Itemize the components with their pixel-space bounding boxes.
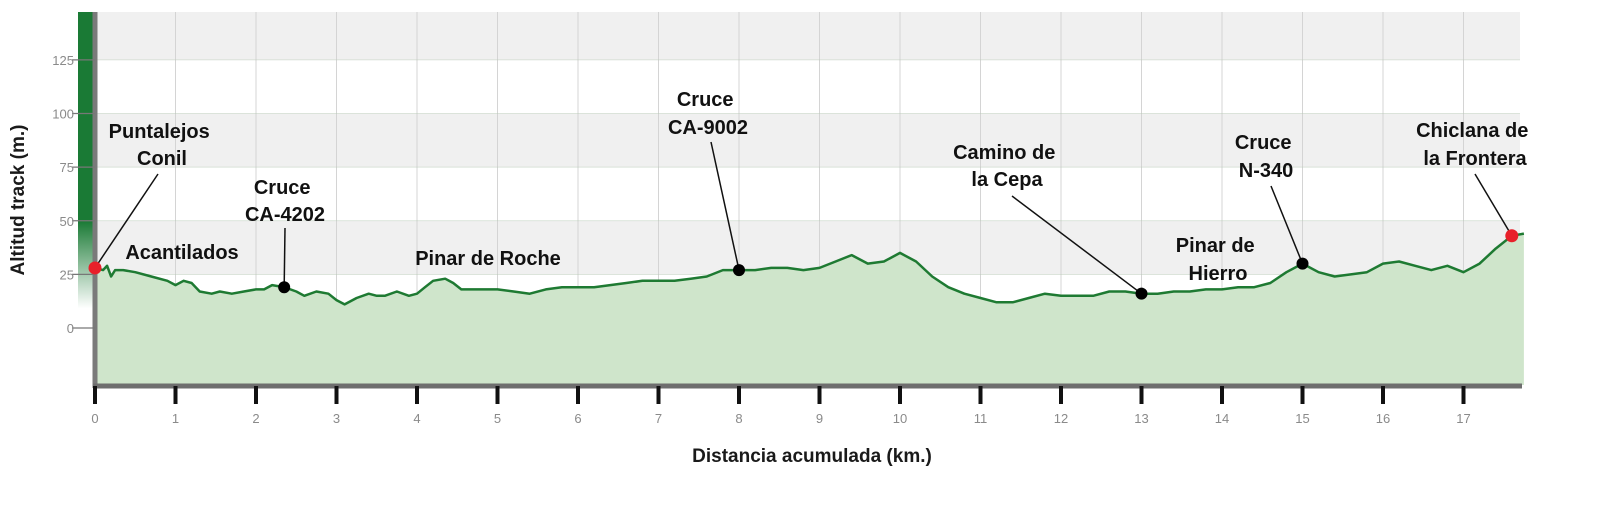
label-camino-de-la-cepa: Camino de la Cepa [953,142,1061,191]
x-tick-label: 12 [1054,411,1068,426]
altitude-scale-bar [78,12,95,392]
waypoint-marker [733,264,745,277]
axes [92,12,1522,389]
background-bands [95,12,1520,275]
annotation-leader-line [1011,195,1142,295]
x-tick-label: 6 [574,411,581,426]
waypoint-marker [1135,287,1148,300]
x-tick-label: 9 [816,411,823,426]
label-pinar-de-hierro: Pinar de Hierro [1176,235,1260,285]
y-axis-ticks: 0 25 50 75 100 125 [52,53,95,336]
x-tick-label: 3 [333,411,340,426]
label-chiclana-de-la-frontera: Chiclana de la Frontera [1416,120,1534,170]
y-tick-label: 75 [60,160,74,175]
x-tick-label: 5 [494,411,501,426]
x-tick-label: 0 [91,411,98,426]
label-pinar-de-roche: Pinar de Roche [415,248,561,270]
waypoint-markers [88,229,1519,300]
x-tick-label: 2 [252,411,259,426]
waypoint-marker [278,281,291,294]
annotation-leader-line [94,173,159,269]
grid-band [95,220,1520,275]
annotation-leader-line [1270,185,1304,264]
x-tick-label: 10 [893,411,907,426]
x-tick-label: 15 [1295,411,1309,426]
y-tick-label: 50 [60,214,74,229]
endpoint-marker [1505,229,1519,243]
x-tick-label: 8 [735,411,742,426]
y-tick-label: 0 [67,321,74,336]
annotation-labels: Puntalejos Conil Acantilados Cruce CA-42… [109,89,1534,285]
annotation-leaders [94,141,1513,295]
y-tick-label: 125 [52,53,74,68]
x-tick-label: 13 [1134,411,1148,426]
x-tick-label: 11 [974,411,988,426]
label-puntalejos-conil: Puntalejos Conil [109,121,216,170]
y-axis-title: Altitud track (m.) [8,125,29,276]
grid-band [95,12,1520,60]
x-tick-label: 17 [1456,411,1470,426]
annotation-leader-line [1474,173,1513,237]
x-tick-label: 16 [1376,411,1390,426]
x-tick-label: 14 [1215,411,1229,426]
x-tick-label: 7 [655,411,662,426]
label-acantilados: Acantilados [125,242,238,264]
x-tick-label: 4 [413,411,420,426]
x-tick-label: 1 [172,411,179,426]
annotation-leader-line [710,141,740,271]
annotation-leader-line [283,227,286,288]
label-cruce-n-340: Cruce N-340 [1235,132,1297,182]
label-cruce-ca-4202: Cruce CA-4202 [245,177,325,226]
elevation-area [95,233,1524,385]
x-axis-title: Distancia acumulada (km.) [692,446,932,467]
waypoint-marker [1296,257,1309,270]
y-tick-label: 100 [52,107,74,122]
y-tick-label: 25 [60,267,74,282]
label-cruce-ca-9002: Cruce CA-9002 [668,89,748,139]
x-axis-ticks: 0 1 2 3 4 5 6 7 8 9 10 11 12 13 14 15 16 17 [91,386,1471,426]
endpoint-marker [88,261,102,275]
grid-band [95,113,1520,168]
elevation-line [94,232,1525,306]
